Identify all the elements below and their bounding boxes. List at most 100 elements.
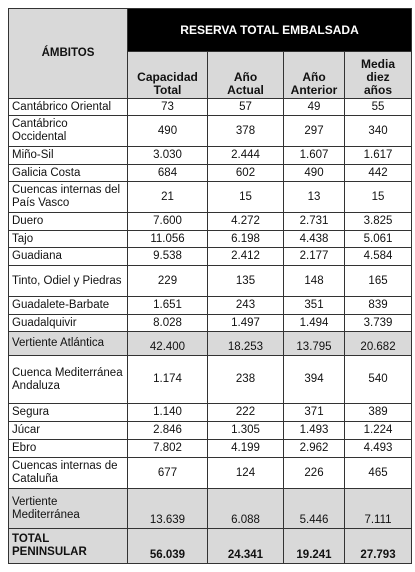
cell: 73 bbox=[127, 98, 208, 116]
cell: 243 bbox=[207, 296, 284, 315]
table-row: Cuencas internas de Cataluña 677 124 226 465 bbox=[8, 457, 413, 489]
cell: 1.174 bbox=[127, 355, 208, 404]
cell: 165 bbox=[343, 265, 413, 297]
table-row: Cuenca Mediterránea Andaluza 1.174 238 394 5… bbox=[8, 355, 413, 404]
cell: 839 bbox=[343, 296, 413, 315]
cell: 2.177 bbox=[283, 247, 345, 266]
cell: 4.272 bbox=[207, 212, 284, 231]
cell: 540 bbox=[343, 355, 413, 404]
cell: 49 bbox=[283, 98, 345, 116]
row-label: Tinto, Odiel y Piedras bbox=[8, 265, 128, 297]
cell: 4.438 bbox=[283, 230, 345, 248]
table-row: Tajo 11.056 6.198 4.438 5.061 bbox=[8, 230, 413, 248]
cell: 1.617 bbox=[343, 146, 413, 165]
table-row: Júcar 2.846 1.305 1.493 1.224 bbox=[8, 421, 413, 440]
row-label: Tajo bbox=[8, 230, 128, 248]
cell: 9.538 bbox=[127, 247, 208, 266]
cell: 13.639 bbox=[127, 488, 208, 529]
table-row: Cuencas internas del País Vasco 21 15 13 15 bbox=[8, 181, 413, 213]
cell: 2.444 bbox=[207, 146, 284, 165]
cell: 1.651 bbox=[127, 296, 208, 315]
row-header: ÁMBITOS bbox=[8, 8, 128, 99]
cell: 124 bbox=[207, 457, 284, 489]
cell: 442 bbox=[343, 164, 413, 182]
row-label: TOTAL PENINSULAR bbox=[8, 528, 128, 564]
cell: 4.584 bbox=[343, 247, 413, 266]
cell: 3.825 bbox=[343, 212, 413, 231]
cell: 15 bbox=[343, 181, 413, 213]
cell: 2.846 bbox=[127, 421, 208, 440]
cell: 24.341 bbox=[207, 528, 284, 564]
cell: 20.682 bbox=[343, 331, 413, 356]
cell: 226 bbox=[283, 457, 345, 489]
table-title: RESERVA TOTAL EMBALSADA bbox=[126, 8, 413, 52]
row-label: Cuencas internas de Cataluña bbox=[8, 457, 128, 489]
row-label: Cuenca Mediterránea Andaluza bbox=[8, 355, 128, 404]
table-row: Vertiente Mediterránea 13.639 6.088 5.446 7.… bbox=[8, 488, 413, 529]
table-row: Miño-Sil 3.030 2.444 1.607 1.617 bbox=[8, 146, 413, 165]
cell: 1.493 bbox=[283, 421, 345, 440]
table-row: Guadiana 9.538 2.412 2.177 4.584 bbox=[8, 247, 413, 266]
cell: 42.400 bbox=[127, 331, 208, 356]
cell: 1.497 bbox=[207, 314, 284, 332]
column-header-text: Año Actual bbox=[227, 70, 264, 97]
cell: 135 bbox=[207, 265, 284, 297]
cell: 6.088 bbox=[207, 488, 284, 529]
row-label: Guadiana bbox=[8, 247, 128, 266]
reservoir-table: ÁMBITOS RESERVA TOTAL EMBALSADA Capacida… bbox=[8, 8, 413, 564]
column-header: Capacidad Total bbox=[127, 51, 208, 99]
cell: 2.962 bbox=[283, 439, 345, 458]
cell: 602 bbox=[207, 164, 284, 182]
cell: 1.305 bbox=[207, 421, 284, 440]
cell: 378 bbox=[207, 115, 284, 147]
row-label: Vertiente Mediterránea bbox=[8, 488, 128, 529]
cell: 3.030 bbox=[127, 146, 208, 165]
table-row: Ebro 7.802 4.199 2.962 4.493 bbox=[8, 439, 413, 458]
cell: 1.494 bbox=[283, 314, 345, 332]
cell: 4.199 bbox=[207, 439, 284, 458]
cell: 490 bbox=[127, 115, 208, 147]
cell: 684 bbox=[127, 164, 208, 182]
table-row: Duero 7.600 4.272 2.731 3.825 bbox=[8, 212, 413, 231]
cell: 677 bbox=[127, 457, 208, 489]
column-header: Año Anterior bbox=[283, 51, 345, 99]
row-label: Miño-Sil bbox=[8, 146, 128, 165]
cell: 19.241 bbox=[283, 528, 345, 564]
cell: 57 bbox=[207, 98, 284, 116]
cell: 394 bbox=[283, 355, 345, 404]
cell: 6.198 bbox=[207, 230, 284, 248]
column-header-text: Capacidad Total bbox=[137, 70, 198, 97]
cell: 3.739 bbox=[343, 314, 413, 332]
cell: 340 bbox=[343, 115, 413, 147]
table-row: Galicia Costa 684 602 490 442 bbox=[8, 164, 413, 182]
cell: 5.446 bbox=[283, 488, 345, 529]
column-header: Año Actual bbox=[207, 51, 284, 99]
table-row: Vertiente Atlántica 42.400 18.253 13.795 20.… bbox=[8, 331, 413, 356]
cell: 18.253 bbox=[207, 331, 284, 356]
row-label: Duero bbox=[8, 212, 128, 231]
cell: 8.028 bbox=[127, 314, 208, 332]
cell: 15 bbox=[207, 181, 284, 213]
table-row: TOTAL PENINSULAR 56.039 24.341 19.241 27.793 bbox=[8, 528, 413, 564]
row-label: Júcar bbox=[8, 421, 128, 440]
table-row: Guadalquivir 8.028 1.497 1.494 3.739 bbox=[8, 314, 413, 332]
cell: 148 bbox=[283, 265, 345, 297]
table-row: Guadalete-Barbate 1.651 243 351 839 bbox=[8, 296, 413, 315]
row-label: Ebro bbox=[8, 439, 128, 458]
cell: 222 bbox=[207, 403, 284, 422]
row-label: Cuencas internas del País Vasco bbox=[8, 181, 128, 213]
cell: 490 bbox=[283, 164, 345, 182]
cell: 5.061 bbox=[343, 230, 413, 248]
cell: 297 bbox=[283, 115, 345, 147]
cell: 7.600 bbox=[127, 212, 208, 231]
table-row: Segura 1.140 222 371 389 bbox=[8, 403, 413, 422]
column-header: Media diez años bbox=[343, 51, 413, 99]
cell: 1.140 bbox=[127, 403, 208, 422]
cell: 2.412 bbox=[207, 247, 284, 266]
row-label: Cantábrico Oriental bbox=[8, 98, 128, 116]
cell: 229 bbox=[127, 265, 208, 297]
cell: 11.056 bbox=[127, 230, 208, 248]
row-label: Guadalquivir bbox=[8, 314, 128, 332]
row-label: Vertiente Atlántica bbox=[8, 331, 128, 356]
